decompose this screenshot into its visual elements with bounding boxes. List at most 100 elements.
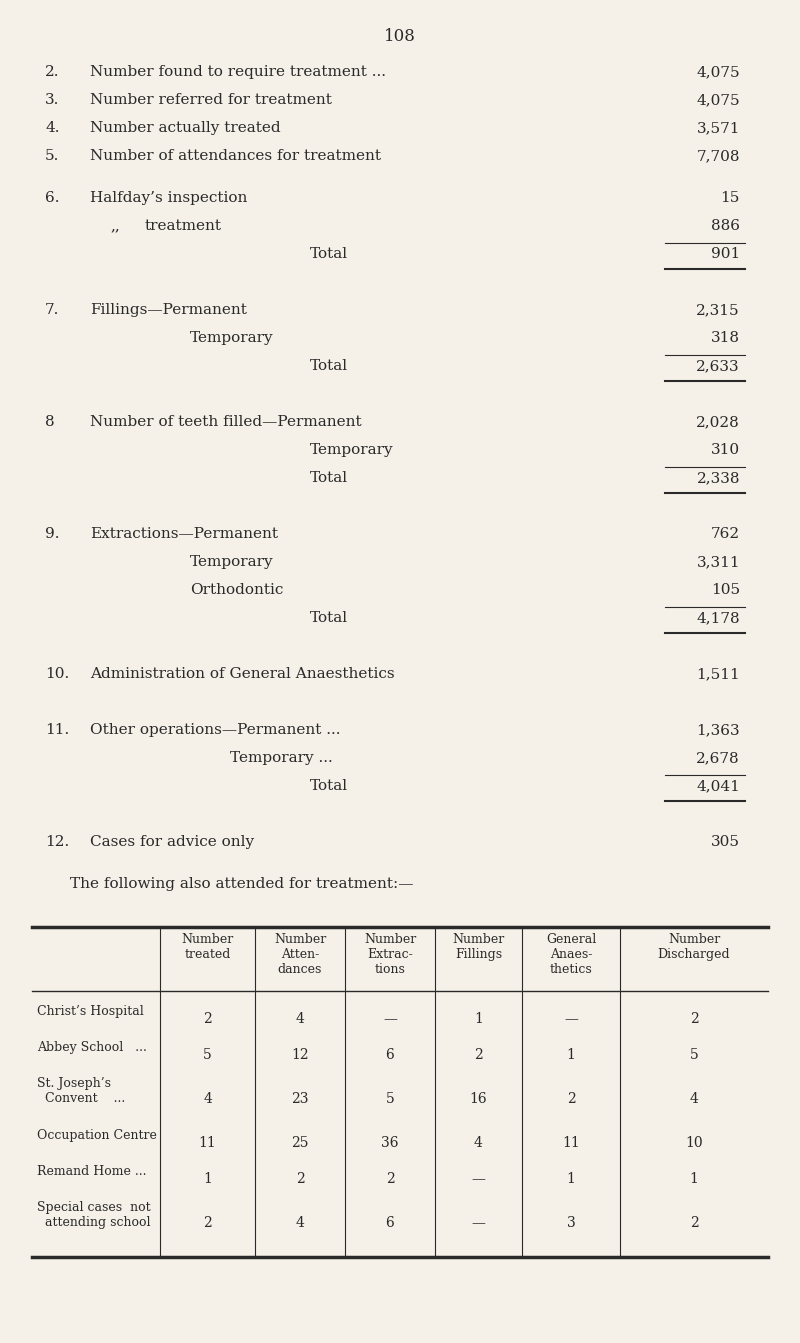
Text: 23: 23 [291,1092,309,1107]
Text: 12.: 12. [45,835,70,849]
Text: 1: 1 [566,1172,575,1186]
Text: Number
Extrac-
tions: Number Extrac- tions [364,933,416,976]
Text: Number
treated: Number treated [182,933,234,962]
Text: Administration of General Anaesthetics: Administration of General Anaesthetics [90,667,394,681]
Text: Number referred for treatment: Number referred for treatment [90,93,332,107]
Text: Number of attendances for treatment: Number of attendances for treatment [90,149,381,163]
Text: 2.: 2. [45,64,59,79]
Text: Total: Total [310,247,348,261]
Text: 318: 318 [711,330,740,345]
Text: Number
Fillings: Number Fillings [452,933,505,962]
Text: —: — [383,1013,397,1026]
Text: 3,311: 3,311 [696,555,740,569]
Text: 886: 886 [711,219,740,232]
Text: 2: 2 [690,1217,698,1230]
Text: Occupation Centre: Occupation Centre [37,1129,157,1143]
Text: Number
Discharged: Number Discharged [658,933,730,962]
Text: Total: Total [310,611,348,624]
Text: 36: 36 [382,1136,398,1151]
Text: 7.: 7. [45,304,59,317]
Text: 12: 12 [291,1049,309,1062]
Text: Number actually treated: Number actually treated [90,121,281,136]
Text: Temporary ...: Temporary ... [230,751,333,766]
Text: 4: 4 [295,1013,305,1026]
Text: 2,315: 2,315 [696,304,740,317]
Text: 901: 901 [710,247,740,261]
Text: 10: 10 [685,1136,703,1151]
Text: 25: 25 [291,1136,309,1151]
Text: 2: 2 [203,1217,212,1230]
Text: Total: Total [310,471,348,485]
Text: 7,708: 7,708 [697,149,740,163]
Text: 2: 2 [296,1172,304,1186]
Text: 3.: 3. [45,93,59,107]
Text: —: — [564,1013,578,1026]
Text: Remand Home ...: Remand Home ... [37,1166,146,1178]
Text: 3: 3 [566,1217,575,1230]
Text: 2,028: 2,028 [696,415,740,428]
Text: Halfday’s inspection: Halfday’s inspection [90,191,247,205]
Text: 1,511: 1,511 [696,667,740,681]
Text: 4,075: 4,075 [696,93,740,107]
Text: 6: 6 [386,1049,394,1062]
Text: Number found to require treatment ...: Number found to require treatment ... [90,64,386,79]
Text: 4: 4 [203,1092,212,1107]
Text: 9.: 9. [45,526,59,541]
Text: 6: 6 [386,1217,394,1230]
Text: 5: 5 [203,1049,212,1062]
Text: 2,338: 2,338 [697,471,740,485]
Text: treatment: treatment [145,219,222,232]
Text: 4,075: 4,075 [696,64,740,79]
Text: 5: 5 [690,1049,698,1062]
Text: 15: 15 [721,191,740,205]
Text: 1: 1 [566,1049,575,1062]
Text: 10.: 10. [45,667,70,681]
Text: 2: 2 [203,1013,212,1026]
Text: 6.: 6. [45,191,59,205]
Text: 5.: 5. [45,149,59,163]
Text: 1: 1 [474,1013,483,1026]
Text: 4: 4 [690,1092,698,1107]
Text: Extractions—Permanent: Extractions—Permanent [90,526,278,541]
Text: Special cases  not
  attending school: Special cases not attending school [37,1202,150,1229]
Text: 11: 11 [562,1136,580,1151]
Text: 310: 310 [711,443,740,457]
Text: 3,571: 3,571 [697,121,740,136]
Text: 4,041: 4,041 [696,779,740,792]
Text: 2: 2 [690,1013,698,1026]
Text: Number
Atten-
dances: Number Atten- dances [274,933,326,976]
Text: 108: 108 [384,28,416,46]
Text: General
Anaes-
thetics: General Anaes- thetics [546,933,596,976]
Text: Other operations—Permanent ...: Other operations—Permanent ... [90,723,341,737]
Text: 305: 305 [711,835,740,849]
Text: —: — [471,1172,486,1186]
Text: 4.: 4. [45,121,59,136]
Text: 2: 2 [386,1172,394,1186]
Text: St. Joseph’s
  Convent    ...: St. Joseph’s Convent ... [37,1077,126,1105]
Text: 16: 16 [470,1092,487,1107]
Text: Temporary: Temporary [190,555,274,569]
Text: 2: 2 [566,1092,575,1107]
Text: Number of teeth filled—Permanent: Number of teeth filled—Permanent [90,415,362,428]
Text: 105: 105 [711,583,740,598]
Text: 5: 5 [386,1092,394,1107]
Text: —: — [471,1217,486,1230]
Text: 1: 1 [203,1172,212,1186]
Text: 8: 8 [45,415,54,428]
Text: Total: Total [310,779,348,792]
Text: 2,633: 2,633 [696,359,740,373]
Text: Abbey School   ...: Abbey School ... [37,1041,147,1054]
Text: 762: 762 [711,526,740,541]
Text: The following also attended for treatment:—: The following also attended for treatmen… [70,877,414,890]
Text: Cases for advice only: Cases for advice only [90,835,254,849]
Text: Christ’s Hospital: Christ’s Hospital [37,1006,144,1018]
Text: ,,: ,, [110,219,120,232]
Text: Orthodontic: Orthodontic [190,583,283,598]
Text: 4: 4 [295,1217,305,1230]
Text: 4,178: 4,178 [696,611,740,624]
Text: Fillings—Permanent: Fillings—Permanent [90,304,247,317]
Text: 1,363: 1,363 [696,723,740,737]
Text: Temporary: Temporary [190,330,274,345]
Text: 11.: 11. [45,723,70,737]
Text: 2: 2 [474,1049,483,1062]
